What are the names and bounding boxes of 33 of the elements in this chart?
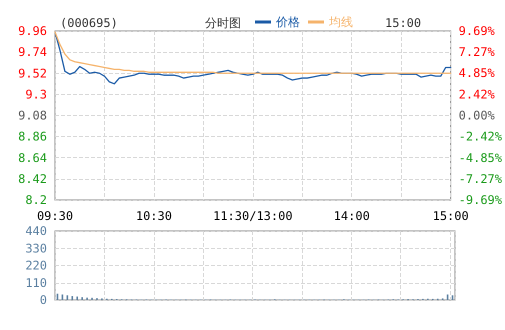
x-tick-label: 15:00 [432,209,469,223]
x-tick-label: 11:30/13:00 [213,209,293,223]
y-tick-label: 220 [25,258,47,272]
y2-tick-label: 7.27% [458,45,496,60]
y-tick-label: 330 [25,241,47,256]
y-tick-label: 0 [40,293,47,307]
y-tick-label: 9.08 [18,108,47,122]
x-tick-label: 10:30 [136,209,172,223]
chart-title: (000695) [60,16,118,30]
y2-tick-label: 2.42% [458,87,496,102]
y-tick-label: 9.52 [18,66,47,80]
y2-tick-label: 0.00% [458,108,496,122]
y2-tick-label: -2.42% [458,130,503,144]
y-tick-label: 8.42 [18,172,47,186]
y-tick-label: 9.74 [18,45,47,60]
text: 15:00 [385,16,422,30]
y-tick-label: 8.64 [18,150,47,165]
y-tick-label: 8.2 [25,193,47,207]
y2-tick-label: -7.27% [458,172,503,186]
x-tick-label: 14:00 [334,209,370,223]
y-tick-label: 8.86 [18,130,47,144]
y2-tick-label: 4.85% [458,66,496,80]
legend-label: 均线 [328,15,353,29]
y-tick-label: 9.96 [18,24,47,38]
chart-subtitle: 分时图 [205,16,241,30]
y-tick-label: 440 [25,224,47,238]
y2-tick-label: 9.69% [458,24,496,38]
y2-tick-label: -4.85% [458,150,503,165]
y-tick-label: 110 [25,276,47,290]
legend-label: 价格 [275,15,300,29]
x-tick-label: 09:30 [36,209,74,223]
y-tick-label: 9.3 [25,87,47,102]
y2-tick-label: -9.69% [458,193,503,207]
